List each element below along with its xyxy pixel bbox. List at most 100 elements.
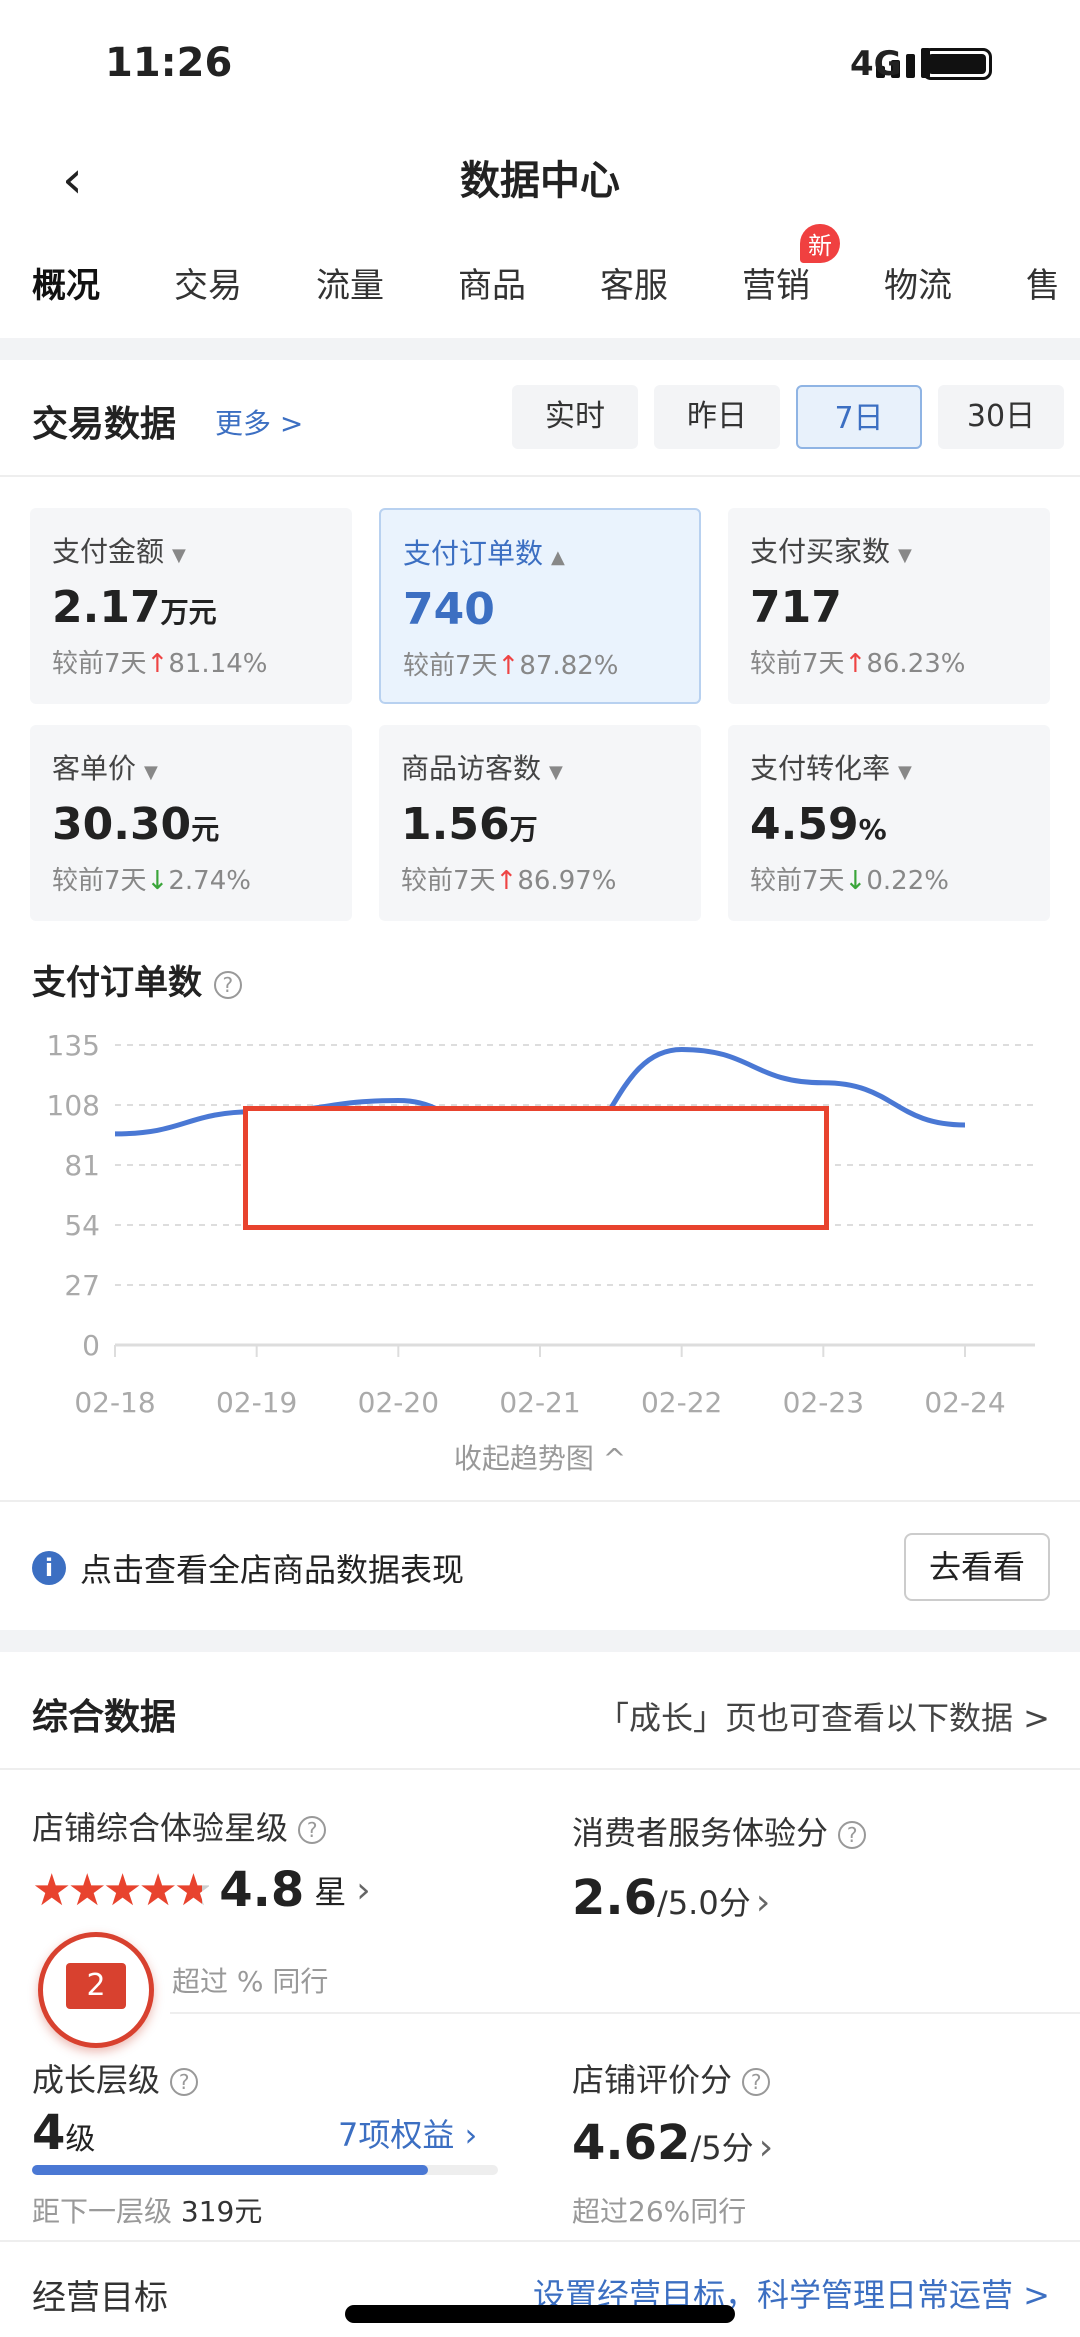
tab-label: 售 — [1026, 266, 1060, 306]
tab-1[interactable]: 交易 — [174, 258, 242, 328]
divider — [0, 475, 1080, 477]
metric-card[interactable]: 支付订单数 ▲ 740 较前7天↑87.82% — [379, 508, 701, 704]
goal-label: 经营目标 — [32, 2278, 168, 2318]
metric-compare: 较前7天↑81.14% — [52, 649, 268, 679]
caret-down-icon: ▼ — [898, 762, 912, 783]
period-3[interactable]: 30日 — [938, 385, 1064, 449]
arrow-down-icon: ↓ — [146, 866, 169, 896]
x-tick-label: 02-24 — [924, 1386, 1005, 1419]
metric-compare: 较前7天↑87.82% — [403, 651, 619, 681]
go-see-button[interactable]: 去看看 — [904, 1533, 1050, 1601]
metric-value: 30.30元 — [52, 799, 220, 850]
rights-link[interactable]: 7项权益 › — [338, 2116, 478, 2154]
y-tick-label: 108 — [47, 1089, 100, 1122]
growth-progress-bar — [32, 2165, 498, 2175]
tab-label: 交易 — [174, 266, 242, 306]
consumer-unit: /5.0分 — [657, 1884, 751, 1922]
caret-down-icon: ▼ — [172, 545, 186, 566]
more-link[interactable]: 更多 > — [215, 407, 304, 440]
help-icon[interactable]: ? — [742, 2068, 771, 2096]
floating-message-button[interactable]: 2 — [38, 1932, 154, 2048]
x-tick-label: 02-19 — [216, 1386, 297, 1419]
chevron-right-icon: › — [755, 1882, 771, 1923]
section-title: 综合数据 — [32, 1697, 177, 1738]
review-value: 4.62 — [572, 2115, 691, 2171]
metric-card[interactable]: 商品访客数 ▼ 1.56万 较前7天↑86.97% — [379, 725, 701, 921]
metric-card[interactable]: 支付买家数 ▼ 717 较前7天↑86.23% — [728, 508, 1050, 704]
tab-6[interactable]: 物流 — [884, 258, 952, 328]
period-selector: 实时 昨日 7日 30日 — [512, 385, 1064, 449]
metric-card[interactable]: 支付金额 ▼ 2.17万元 较前7天↑81.14% — [30, 508, 352, 704]
arrow-down-icon: ↓ — [844, 866, 867, 896]
y-tick-label: 54 — [64, 1209, 100, 1242]
x-tick-label: 02-20 — [358, 1386, 439, 1419]
metric-compare: 较前7天↓2.74% — [52, 866, 251, 896]
network-label: 4G — [850, 44, 902, 84]
metric-label: 客单价 ▼ — [52, 752, 158, 785]
help-icon[interactable]: ? — [170, 2068, 199, 2096]
info-row[interactable]: i 点击查看全店商品数据表现 — [32, 1545, 464, 1591]
metric-card[interactable]: 客单价 ▼ 30.30元 较前7天↓2.74% — [30, 725, 352, 921]
y-tick-label: 27 — [64, 1269, 100, 1302]
caret-down-icon: ▼ — [898, 545, 912, 566]
tab-4[interactable]: 客服 — [600, 258, 668, 328]
redaction-box — [243, 1106, 829, 1230]
y-tick-label: 81 — [64, 1149, 100, 1182]
caret-down-icon: ▼ — [549, 762, 563, 783]
review-unit: /5分 — [690, 2129, 754, 2167]
divider — [0, 1630, 1080, 1652]
x-tick-label: 02-18 — [74, 1386, 155, 1419]
consumer-score[interactable]: 2.6/5.0分 › — [572, 1870, 770, 1926]
period-0[interactable]: 实时 — [512, 385, 638, 449]
collapse-chart-button[interactable]: 收起趋势图 ^ — [453, 1442, 627, 1475]
star-value: 4.8 — [219, 1862, 305, 1918]
tab-label: 营销 — [742, 266, 810, 306]
tab-bar: 概况 交易 流量 商品 客服 营销新物流售 — [0, 224, 1080, 346]
page-title: 数据中心 — [460, 158, 620, 204]
metric-card[interactable]: 支付转化率 ▼ 4.59% 较前7天↓0.22% — [728, 725, 1050, 921]
divider — [0, 338, 1080, 360]
back-button[interactable]: ‹ — [62, 150, 83, 210]
x-tick-label: 02-22 — [641, 1386, 722, 1419]
help-icon[interactable]: ? — [838, 1821, 867, 1849]
tab-3[interactable]: 商品 — [458, 258, 526, 328]
tab-2[interactable]: 流量 — [316, 258, 384, 328]
star-rating-label: 店铺综合体验星级 ? — [32, 1803, 327, 1849]
tab-label: 客服 — [600, 266, 668, 306]
metric-compare: 较前7天↓0.22% — [750, 866, 949, 896]
message-icon: 2 — [66, 1963, 126, 2009]
review-score[interactable]: 4.62/5分 › — [572, 2115, 773, 2171]
help-icon[interactable]: ? — [213, 970, 242, 999]
metric-label: 支付转化率 ▼ — [750, 752, 912, 785]
x-tick-label: 02-23 — [783, 1386, 864, 1419]
tab-label: 物流 — [884, 266, 952, 306]
consumer-value: 2.6 — [572, 1870, 658, 1926]
growth-page-link[interactable]: 「成长」页也可查看以下数据 > — [597, 1699, 1050, 1737]
home-indicator — [345, 2305, 735, 2323]
divider — [0, 2240, 1080, 2242]
metric-compare: 较前7天↑86.97% — [401, 866, 617, 896]
metric-compare: 较前7天↑86.23% — [750, 649, 966, 679]
divider — [0, 1500, 1080, 1502]
tab-label: 商品 — [458, 266, 526, 306]
metric-value: 2.17万元 — [52, 582, 217, 633]
divider — [0, 1768, 1080, 1770]
new-badge: 新 — [800, 224, 840, 263]
period-1[interactable]: 昨日 — [654, 385, 780, 449]
help-icon[interactable]: ? — [298, 1816, 327, 1844]
metric-value: 4.59% — [750, 799, 887, 850]
stars-icon: ★★★★★ — [32, 1864, 213, 1916]
growth-value: 4 — [32, 2105, 66, 2161]
star-rating[interactable]: ★★★★★ 4.8 星 › — [32, 1862, 371, 1918]
tab-7[interactable]: 售 — [1026, 258, 1060, 328]
period-2[interactable]: 7日 — [796, 385, 922, 449]
metric-label: 支付订单数 ▲ — [403, 537, 565, 570]
chevron-right-icon: › — [758, 2127, 774, 2168]
tab-5[interactable]: 营销新 — [742, 224, 840, 328]
info-text: 点击查看全店商品数据表现 — [80, 1551, 465, 1589]
arrow-up-icon: ↑ — [146, 649, 169, 679]
section-title: 交易数据 — [32, 404, 177, 445]
tab-0[interactable]: 概况 — [32, 258, 100, 346]
x-tick-label: 02-21 — [499, 1386, 580, 1419]
caret-down-icon: ▼ — [144, 762, 158, 783]
